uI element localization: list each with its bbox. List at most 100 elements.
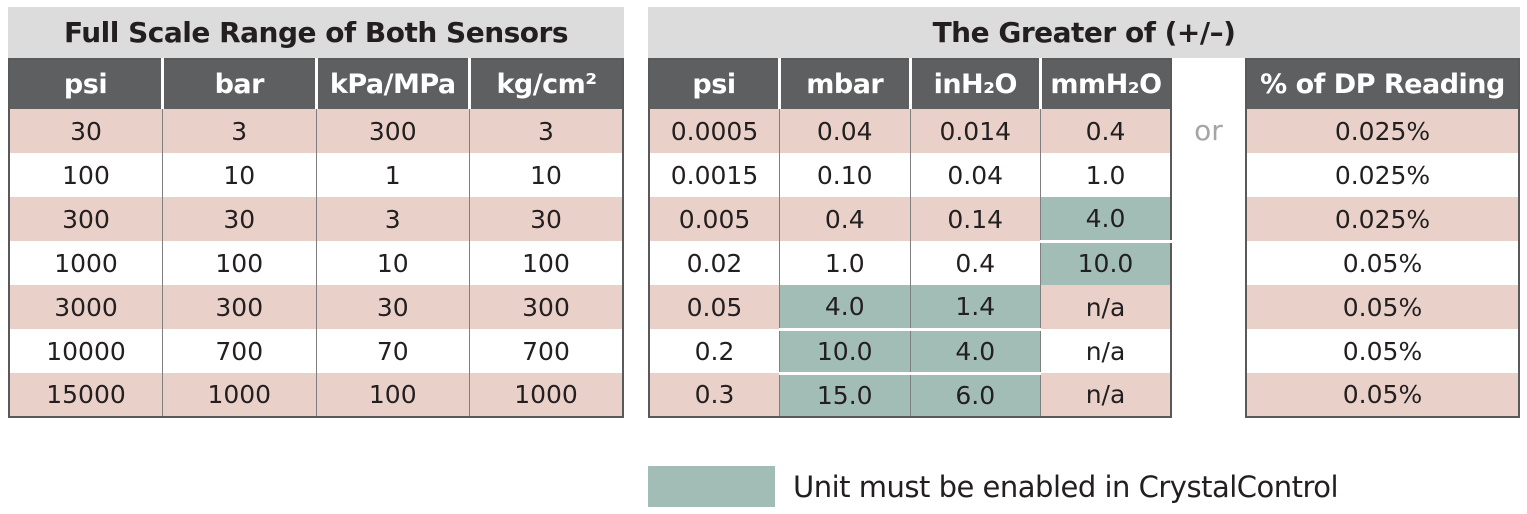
table-cell: 0.005 bbox=[649, 197, 780, 241]
table-cell: 10.0 bbox=[779, 327, 910, 373]
table-cell: 1 bbox=[315, 153, 470, 197]
table-row: 30 3 300 3 bbox=[9, 109, 623, 153]
table-cell: 10 bbox=[315, 241, 470, 285]
table-cell: 10 bbox=[469, 153, 623, 197]
table-cell: 0.025% bbox=[1246, 197, 1519, 241]
table-cell: 30 bbox=[9, 109, 163, 153]
table-cell: 30 bbox=[469, 197, 623, 241]
header-row: psi bar kPa/MPa kg/cm² bbox=[9, 59, 623, 109]
table-row: 100 10 1 10 bbox=[9, 153, 623, 197]
table-row: 0.05% bbox=[1246, 241, 1519, 285]
table-row: 0.025% bbox=[1246, 197, 1519, 241]
greater-of-title: The Greater of (+/–) bbox=[648, 7, 1520, 58]
table-row: 0.005 0.4 0.14 4.0 bbox=[649, 197, 1171, 241]
column-header-bar: bar bbox=[161, 59, 316, 109]
column-header-psi: psi bbox=[649, 59, 780, 109]
header-row: % of DP Reading bbox=[1246, 59, 1519, 109]
table-row: 0.05 4.0 1.4 n/a bbox=[649, 285, 1171, 329]
table-cell: 300 bbox=[162, 285, 316, 329]
table-cell: 10.0 bbox=[1040, 239, 1171, 285]
greater-of-table-body: 0.0005 0.04 0.014 0.4 0.0015 0.10 0.04 1.0 0.005… bbox=[649, 109, 1171, 417]
table-cell: 700 bbox=[469, 329, 623, 373]
table-row: 0.05% bbox=[1246, 373, 1519, 417]
column-header-dp-reading: % of DP Reading bbox=[1246, 59, 1519, 109]
table-cell: 4.0 bbox=[909, 327, 1041, 373]
table-cell: 3 bbox=[469, 109, 623, 153]
table-row: 300 30 3 30 bbox=[9, 197, 623, 241]
table-row: 0.0015 0.10 0.04 1.0 bbox=[649, 153, 1171, 197]
table-cell: 10000 bbox=[9, 329, 163, 373]
table-cell: 0.10 bbox=[779, 153, 910, 197]
table-cell: 0.05% bbox=[1246, 329, 1519, 373]
table-cell: 10 bbox=[162, 153, 316, 197]
table-cell: 0.4 bbox=[1040, 109, 1171, 153]
table-cell: n/a bbox=[1040, 373, 1171, 417]
table-row: 15000 1000 100 1000 bbox=[9, 373, 623, 417]
column-header-mbar: mbar bbox=[778, 59, 910, 109]
table-cell: 3000 bbox=[9, 285, 163, 329]
teal-highlight-swatch bbox=[648, 466, 775, 507]
table-cell: 70 bbox=[315, 329, 470, 373]
table-cell: 0.2 bbox=[649, 329, 780, 373]
full-scale-table-body: 30 3 300 3 100 10 1 10 300 30 3 30 1000 100 10 100 3000 3… bbox=[9, 109, 623, 417]
table-row: 3000 300 30 300 bbox=[9, 285, 623, 329]
table-cell: 1000 bbox=[469, 373, 623, 417]
table-row: 0.025% bbox=[1246, 153, 1519, 197]
greater-of-table: psi mbar inH₂O mmH₂O 0.0005 0.04 0.014 0.4 0… bbox=[648, 58, 1172, 418]
table-cell: 0.05% bbox=[1246, 373, 1519, 417]
table-row: 0.05% bbox=[1246, 285, 1519, 329]
table-cell: n/a bbox=[1040, 329, 1171, 373]
greater-of-table-header: psi mbar inH₂O mmH₂O bbox=[649, 59, 1171, 109]
table-cell: 1.0 bbox=[1040, 153, 1171, 197]
table-cell: 0.0015 bbox=[649, 153, 780, 197]
table-cell: 100 bbox=[162, 241, 316, 285]
header-row: psi mbar inH₂O mmH₂O bbox=[649, 59, 1171, 109]
table-cell: 100 bbox=[469, 241, 623, 285]
table-cell: 0.05% bbox=[1246, 241, 1519, 285]
full-scale-table-header: psi bar kPa/MPa kg/cm² bbox=[9, 59, 623, 109]
table-row: 0.025% bbox=[1246, 109, 1519, 153]
table-cell: 0.04 bbox=[909, 153, 1041, 197]
table-cell: 0.4 bbox=[779, 197, 910, 241]
table-row: 0.02 1.0 0.4 10.0 bbox=[649, 239, 1171, 285]
table-cell: 0.14 bbox=[909, 197, 1041, 241]
table-cell: 0.02 bbox=[649, 241, 780, 285]
column-header-psi: psi bbox=[9, 59, 163, 109]
table-cell: 0.05% bbox=[1246, 285, 1519, 329]
table-cell: 0.0005 bbox=[649, 109, 780, 153]
dp-reading-table-header: % of DP Reading bbox=[1246, 59, 1519, 109]
table-row: 1000 100 10 100 bbox=[9, 241, 623, 285]
table-cell: 0.4 bbox=[909, 241, 1041, 285]
table-cell: 300 bbox=[469, 285, 623, 329]
table-cell: n/a bbox=[1040, 285, 1171, 329]
table-cell: 0.014 bbox=[909, 109, 1041, 153]
table-cell: 0.025% bbox=[1246, 109, 1519, 153]
dp-reading-table-body: 0.025% 0.025% 0.025% 0.05% 0.05% 0.05% 0.05% bbox=[1246, 109, 1519, 417]
table-row: 0.3 15.0 6.0 n/a bbox=[649, 371, 1171, 417]
full-scale-range-title: Full Scale Range of Both Sensors bbox=[8, 7, 624, 58]
table-cell: 1.0 bbox=[779, 241, 910, 285]
table-cell: 0.3 bbox=[649, 373, 780, 417]
column-header-kpa-mpa: kPa/MPa bbox=[314, 59, 470, 109]
table-cell: 0.05 bbox=[649, 285, 780, 329]
legend: Unit must be enabled in CrystalControl bbox=[648, 466, 1339, 507]
table-cell: 1.4 bbox=[909, 285, 1041, 329]
full-scale-table: psi bar kPa/MPa kg/cm² 30 3 300 3 100 10 1 10 30… bbox=[8, 58, 624, 418]
legend-text: Unit must be enabled in CrystalControl bbox=[793, 469, 1339, 504]
table-cell: 30 bbox=[315, 285, 470, 329]
table-cell: 300 bbox=[315, 109, 470, 153]
column-header-mmh2o: mmH₂O bbox=[1039, 59, 1171, 109]
table-row: 0.05% bbox=[1246, 329, 1519, 373]
table-cell: 300 bbox=[9, 197, 163, 241]
table-cell: 4.0 bbox=[1040, 197, 1171, 241]
table-cell: 700 bbox=[162, 329, 316, 373]
table-row: 0.2 10.0 4.0 n/a bbox=[649, 327, 1171, 373]
table-cell: 1000 bbox=[162, 373, 316, 417]
table-cell: 3 bbox=[315, 197, 470, 241]
column-header-kg-cm2: kg/cm² bbox=[468, 59, 623, 109]
dp-reading-table: % of DP Reading 0.025% 0.025% 0.025% 0.05% 0… bbox=[1245, 58, 1520, 418]
table-row: 10000 700 70 700 bbox=[9, 329, 623, 373]
or-label: or bbox=[1194, 113, 1223, 147]
table-row: 0.0005 0.04 0.014 0.4 bbox=[649, 109, 1171, 153]
